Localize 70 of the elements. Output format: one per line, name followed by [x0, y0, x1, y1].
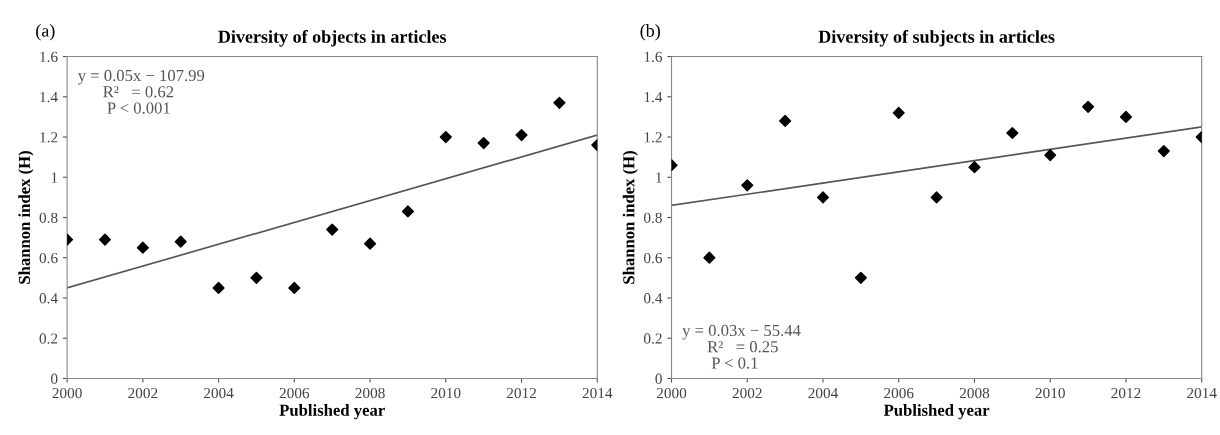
- annotation: y = 0.05x − 107.99 R² = 0.62 P < 0.001: [77, 69, 205, 114]
- text: (a): [36, 24, 55, 41]
- point: [703, 251, 716, 264]
- annotation: y = 0.03x − 55.44 R² = 0.25 P < 0.1: [682, 324, 801, 369]
- point: [326, 223, 339, 236]
- x-tick-label: 2002: [128, 387, 158, 399]
- point: [1119, 110, 1133, 123]
- y-tick-label: 1.2: [644, 132, 662, 143]
- x-tick-label: 2004: [808, 387, 839, 399]
- y-tick-label: 0.2: [643, 333, 662, 344]
- y-tick-label: 0.8: [643, 212, 662, 224]
- point: [779, 114, 792, 128]
- x-tick-label: 2014: [1187, 387, 1217, 399]
- y-tick-label: 0.6: [39, 252, 58, 264]
- y-tick-label: 0.4: [39, 293, 58, 304]
- y-tick-label: 0.8: [39, 212, 58, 224]
- point: [1006, 126, 1019, 140]
- point: [250, 271, 263, 284]
- x-tick-label: 2010: [1035, 387, 1065, 399]
- y-tick-label: 1: [51, 172, 58, 183]
- x-tick-label: 2008: [959, 387, 990, 399]
- y-axis-title: Shannon index (H): [18, 151, 34, 284]
- x-tick-label: 2000: [656, 387, 687, 399]
- point: [816, 191, 830, 204]
- y-tick-label: 1: [656, 172, 662, 183]
- x-tick-label: 2002: [732, 387, 762, 399]
- point: [741, 179, 754, 192]
- x-tick-label: 2000: [52, 387, 82, 399]
- x-tick-label: 2014: [582, 387, 613, 399]
- point: [968, 161, 981, 174]
- chart-title: Diversity of objects in articles: [218, 29, 447, 47]
- y-tick-label: 0.2: [39, 333, 58, 344]
- x-tick-label: 2004: [203, 387, 234, 399]
- point: [401, 205, 415, 218]
- point: [477, 136, 490, 150]
- point: [854, 271, 867, 284]
- point: [515, 128, 528, 142]
- y-tick-label: 1.4: [40, 92, 58, 103]
- point: [892, 106, 905, 119]
- x-tick-label: 2006: [279, 387, 310, 399]
- x-tick-label: 2012: [1111, 387, 1141, 399]
- y-axis-title: Shannon index (H): [622, 151, 638, 284]
- point: [98, 233, 112, 246]
- point: [363, 237, 377, 250]
- point: [1157, 145, 1170, 158]
- y-tick-label: 1.6: [40, 51, 58, 63]
- point: [288, 281, 301, 294]
- x-axis-title: Published year: [883, 404, 990, 420]
- y-tick-label: 0.6: [643, 252, 663, 264]
- y-tick-label: 1.2: [40, 132, 58, 143]
- x-tick-label: 2012: [506, 387, 536, 399]
- point: [439, 130, 452, 144]
- y-tick-label: 0: [655, 373, 662, 384]
- text: (b): [640, 24, 660, 41]
- x-tick-label: 2006: [884, 387, 914, 399]
- point: [553, 96, 566, 109]
- point: [1082, 100, 1095, 113]
- chart-title: Diversity of subjects in articles: [818, 29, 1055, 47]
- y-tick-label: 0: [51, 373, 58, 384]
- y-tick-label: 1.4: [644, 92, 663, 103]
- point: [136, 241, 149, 254]
- point: [174, 235, 187, 248]
- point: [1044, 149, 1057, 162]
- y-tick-label: 0.4: [643, 293, 663, 304]
- x-axis-title: Published year: [279, 404, 385, 420]
- x-tick-label: 2010: [431, 387, 461, 399]
- point: [930, 191, 943, 204]
- x-tick-label: 2008: [355, 387, 385, 399]
- point: [212, 281, 225, 294]
- y-tick-label: 1.6: [644, 51, 663, 63]
